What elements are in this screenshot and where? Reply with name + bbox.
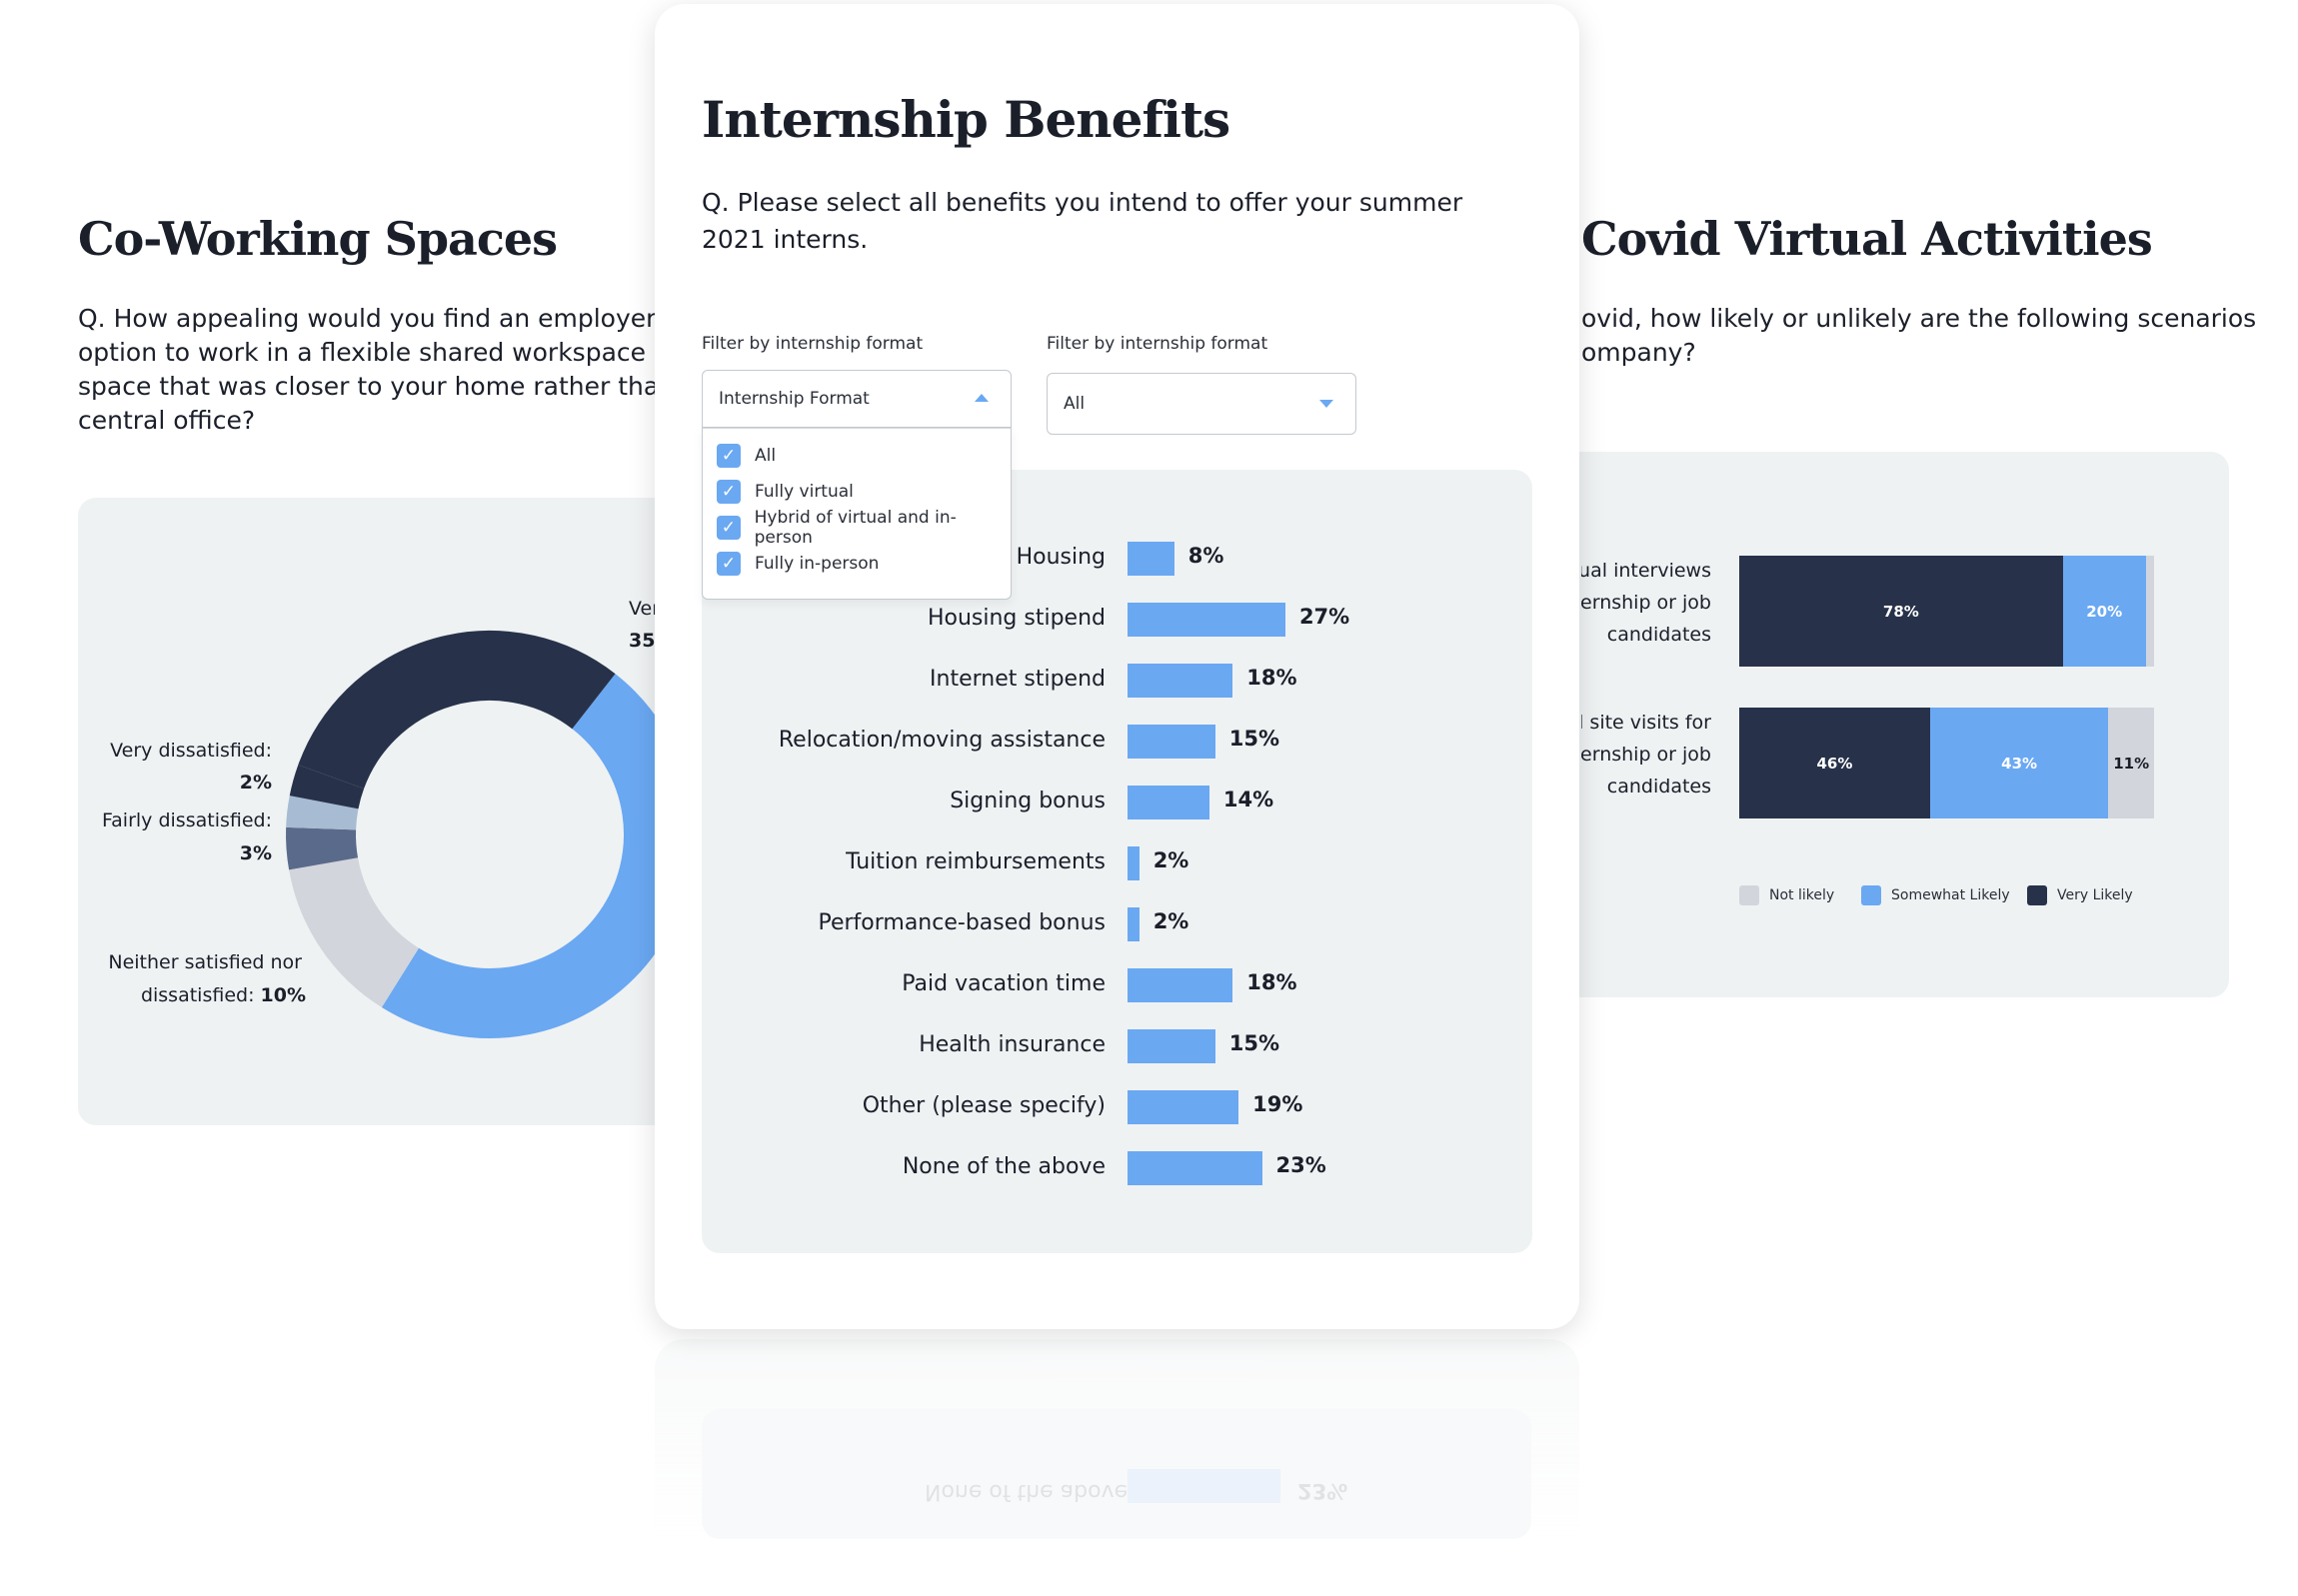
donut-slice <box>381 674 680 1038</box>
legend-item-not-likely: Not likely <box>1739 885 1834 905</box>
bar-category-label: Paid vacation time <box>902 971 1106 996</box>
bar-value-label: 19% <box>1252 1092 1303 1116</box>
neither-value-row: dissatisfied: 10% <box>140 984 306 1006</box>
option-fully-in-person[interactable]: ✓ Fully in-person <box>717 550 879 578</box>
chevron-up-icon <box>975 394 989 402</box>
row-label: al site visits for ternship or job candi… <box>1581 712 1711 798</box>
horizontal-bar-chart: Housing 8% Housing stipend 27% Internet stip… <box>702 470 1532 1253</box>
bar-value-label: 14% <box>1222 788 1274 811</box>
bar <box>1128 907 1140 941</box>
internship-format-select[interactable]: Internship Format <box>702 370 1012 428</box>
option-all[interactable]: ✓ All <box>717 442 776 470</box>
segment-somewhat-likely: 20% <box>2062 556 2146 667</box>
chart-panel <box>702 470 1532 1253</box>
bar-value-label: 15% <box>1228 727 1280 751</box>
option-fully-virtual[interactable]: ✓ Fully virtual <box>717 478 854 506</box>
bar-value-label: 8% <box>1187 544 1224 568</box>
card-reflection: None of the above 23% <box>655 1339 1579 1539</box>
bar-category-label: Tuition reimbursements <box>846 849 1106 874</box>
bar-category-label: Internet stipend <box>930 667 1106 692</box>
card-title: Covid Virtual Activities <box>1581 212 2153 266</box>
donut-chart <box>286 631 680 1038</box>
reflection-panel <box>702 1409 1531 1539</box>
question-text: Q. How appealing would you find an emplo… <box>78 304 658 435</box>
reflection-bar <box>1128 1469 1280 1503</box>
neither-label: Neither satisfied nor <box>108 951 302 973</box>
very-dissatisfied-label: Very dissatisfied: <box>110 740 272 762</box>
legend-swatch <box>1739 885 1759 905</box>
filter-label: Filter by internship format <box>1047 334 1268 354</box>
bar <box>1128 1151 1262 1185</box>
bar-value-label: 18% <box>1246 970 1297 994</box>
center-card: Internship Benefits Q. Please select all… <box>655 4 1579 1329</box>
bar <box>1128 603 1285 637</box>
bar-value-label: 27% <box>1298 605 1350 629</box>
donut-slice <box>298 631 616 790</box>
checkbox-checked-icon[interactable]: ✓ <box>717 444 741 468</box>
select-dropdown: ✓ All ✓ Fully virtual ✓ Hybrid of virtual a… <box>702 428 1012 600</box>
donut-slice <box>286 796 359 830</box>
bar-category-label: Housing <box>1016 545 1106 570</box>
bar <box>1128 725 1215 759</box>
bar-category-label: Other (please specify) <box>862 1093 1106 1118</box>
checkbox-checked-icon[interactable]: ✓ <box>717 552 741 576</box>
segment-very-likely: 46% <box>1739 708 1930 818</box>
option-hybrid[interactable]: ✓ Hybrid of virtual and in-person <box>717 508 1011 548</box>
bar <box>1128 664 1233 698</box>
card-title: Internship Benefits <box>702 90 1230 149</box>
filter-label: Filter by internship format <box>702 334 924 354</box>
segment-not-likely <box>2145 556 2154 667</box>
bar-value-label: 15% <box>1228 1031 1280 1055</box>
very-dissatisfied-value: 2% <box>239 772 272 794</box>
chart-panel <box>78 498 718 1125</box>
legend-item-very-likely: Very Likely <box>2027 885 2133 905</box>
internship-format-select-2[interactable]: All <box>1047 373 1356 435</box>
chevron-down-icon <box>1319 400 1333 408</box>
donut-slice <box>286 826 359 870</box>
donut-slice <box>289 765 365 810</box>
checkbox-checked-icon[interactable]: ✓ <box>717 480 741 504</box>
select-value: All <box>1064 394 1086 414</box>
segment-not-likely: 11% <box>2108 708 2154 818</box>
question-line: ompany? <box>1581 338 1696 367</box>
card-title: Co-Working Spaces <box>78 212 558 266</box>
bar-category-label: Relocation/moving assistance <box>778 728 1106 753</box>
bar <box>1128 968 1233 1002</box>
bar-value-label: 23% <box>1275 1153 1326 1177</box>
donut-slice <box>289 856 420 1007</box>
segment-very-likely: 78% <box>1739 556 2063 667</box>
bar-category-label: Housing stipend <box>927 606 1106 631</box>
bar <box>1128 1029 1215 1063</box>
reflection-value: 23% <box>1297 1479 1348 1503</box>
bar-category-label: Health insurance <box>919 1032 1106 1057</box>
bar <box>1128 542 1174 576</box>
question-line: Q. Please select all benefits you intend… <box>702 188 1463 217</box>
bar <box>1128 846 1140 880</box>
bar-category-label: None of the above <box>902 1154 1106 1179</box>
bar-category-label: Signing bonus <box>950 789 1106 813</box>
bar-value-label: 2% <box>1152 909 1189 933</box>
checkbox-checked-icon[interactable]: ✓ <box>717 516 741 540</box>
reflection-label: None of the above <box>925 1479 1129 1504</box>
fairly-dissatisfied-label: Fairly dissatisfied: <box>101 809 272 831</box>
legend-swatch <box>2027 885 2047 905</box>
legend-swatch <box>1861 885 1881 905</box>
row-label: tual interviews ternship or job candidat… <box>1581 560 1711 646</box>
bar-category-label: Performance-based bonus <box>818 910 1106 935</box>
legend-item-somewhat-likely: Somewhat Likely <box>1861 885 2010 905</box>
fairly-dissatisfied-value: 3% <box>239 842 272 864</box>
bar <box>1128 786 1209 819</box>
bar <box>1128 1090 1239 1124</box>
segment-somewhat-likely: 43% <box>1929 708 2109 818</box>
bar-value-label: 18% <box>1246 666 1297 690</box>
question-line: ovid, how likely or unlikely are the fol… <box>1581 304 2257 333</box>
question-line: 2021 interns. <box>702 225 869 254</box>
select-placeholder: Internship Format <box>719 389 870 409</box>
bar-value-label: 2% <box>1152 848 1189 872</box>
partial-label: Ver 35 <box>629 598 660 652</box>
